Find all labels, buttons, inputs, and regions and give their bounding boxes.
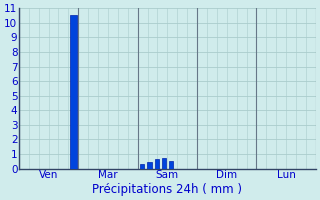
Bar (162, 158, 166, 169)
Bar (169, 161, 173, 169)
Bar (70, 15, 77, 169)
Bar (148, 162, 152, 169)
Bar (140, 164, 144, 169)
Bar (155, 159, 159, 169)
X-axis label: Précipitations 24h ( mm ): Précipitations 24h ( mm ) (92, 183, 242, 196)
